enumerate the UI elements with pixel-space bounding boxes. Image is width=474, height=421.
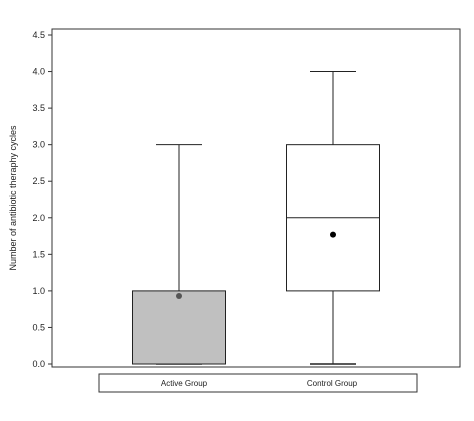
mean-marker xyxy=(176,293,182,300)
y-tick-label: 1.0 xyxy=(32,286,45,296)
box-series xyxy=(132,71,380,365)
y-tick-label: 2.0 xyxy=(32,213,45,223)
y-tick-label: 4.0 xyxy=(32,67,45,77)
y-tick-label: 4.5 xyxy=(32,30,45,40)
box-active xyxy=(132,144,226,365)
legend-frame xyxy=(98,373,418,393)
y-tick-label: 2.5 xyxy=(32,176,45,186)
y-tick-label: 3.0 xyxy=(32,140,45,150)
legend-label-control: Control Group xyxy=(307,379,358,388)
plot-frame xyxy=(51,28,461,368)
y-tick-label: 3.5 xyxy=(32,103,45,113)
y-axis: 0.0 0.5 1.0 1.5 2.0 2.5 3.0 3.5 4.0 4.5 xyxy=(32,30,52,369)
y-axis-title: Number of antibiotic theraphy cycles xyxy=(8,125,18,271)
legend: Active Group Control Group xyxy=(98,373,418,393)
y-tick-label: 0.5 xyxy=(32,322,45,332)
box-control xyxy=(286,71,380,365)
box-iqr xyxy=(132,290,226,365)
y-tick-label: 0.0 xyxy=(32,359,45,369)
mean-marker xyxy=(330,231,336,238)
legend-label-active: Active Group xyxy=(161,379,208,388)
y-tick-label: 1.5 xyxy=(32,249,45,259)
